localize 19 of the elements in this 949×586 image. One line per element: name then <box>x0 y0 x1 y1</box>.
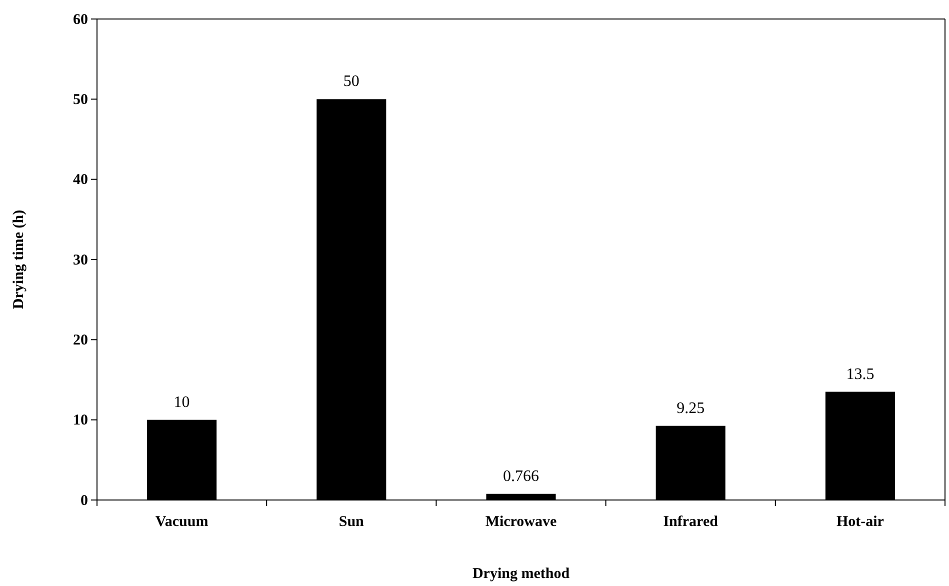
x-tick-label: Microwave <box>485 514 558 530</box>
y-tick-label: 40 <box>73 172 88 188</box>
x-tick-label: Infrared <box>663 514 719 530</box>
x-axis-title: Drying method <box>472 566 570 582</box>
y-tick-label: 20 <box>73 332 88 348</box>
data-label: 0.766 <box>503 468 539 485</box>
data-label: 13.5 <box>846 366 874 383</box>
y-tick-label: 10 <box>73 412 88 429</box>
y-tick-label: 0 <box>80 492 88 509</box>
data-label: 9.25 <box>676 400 705 417</box>
x-tick-label: Hot-air <box>836 514 884 530</box>
y-tick-label: 30 <box>73 252 88 268</box>
data-label: 10 <box>174 394 190 411</box>
y-tick-label: 60 <box>73 12 88 28</box>
y-axis-title: Drying time (h) <box>11 210 27 310</box>
y-tick-label: 50 <box>73 92 88 108</box>
x-tick-label: Sun <box>338 514 365 530</box>
x-tick-label: Vacuum <box>155 514 209 530</box>
data-label: 50 <box>343 73 360 90</box>
